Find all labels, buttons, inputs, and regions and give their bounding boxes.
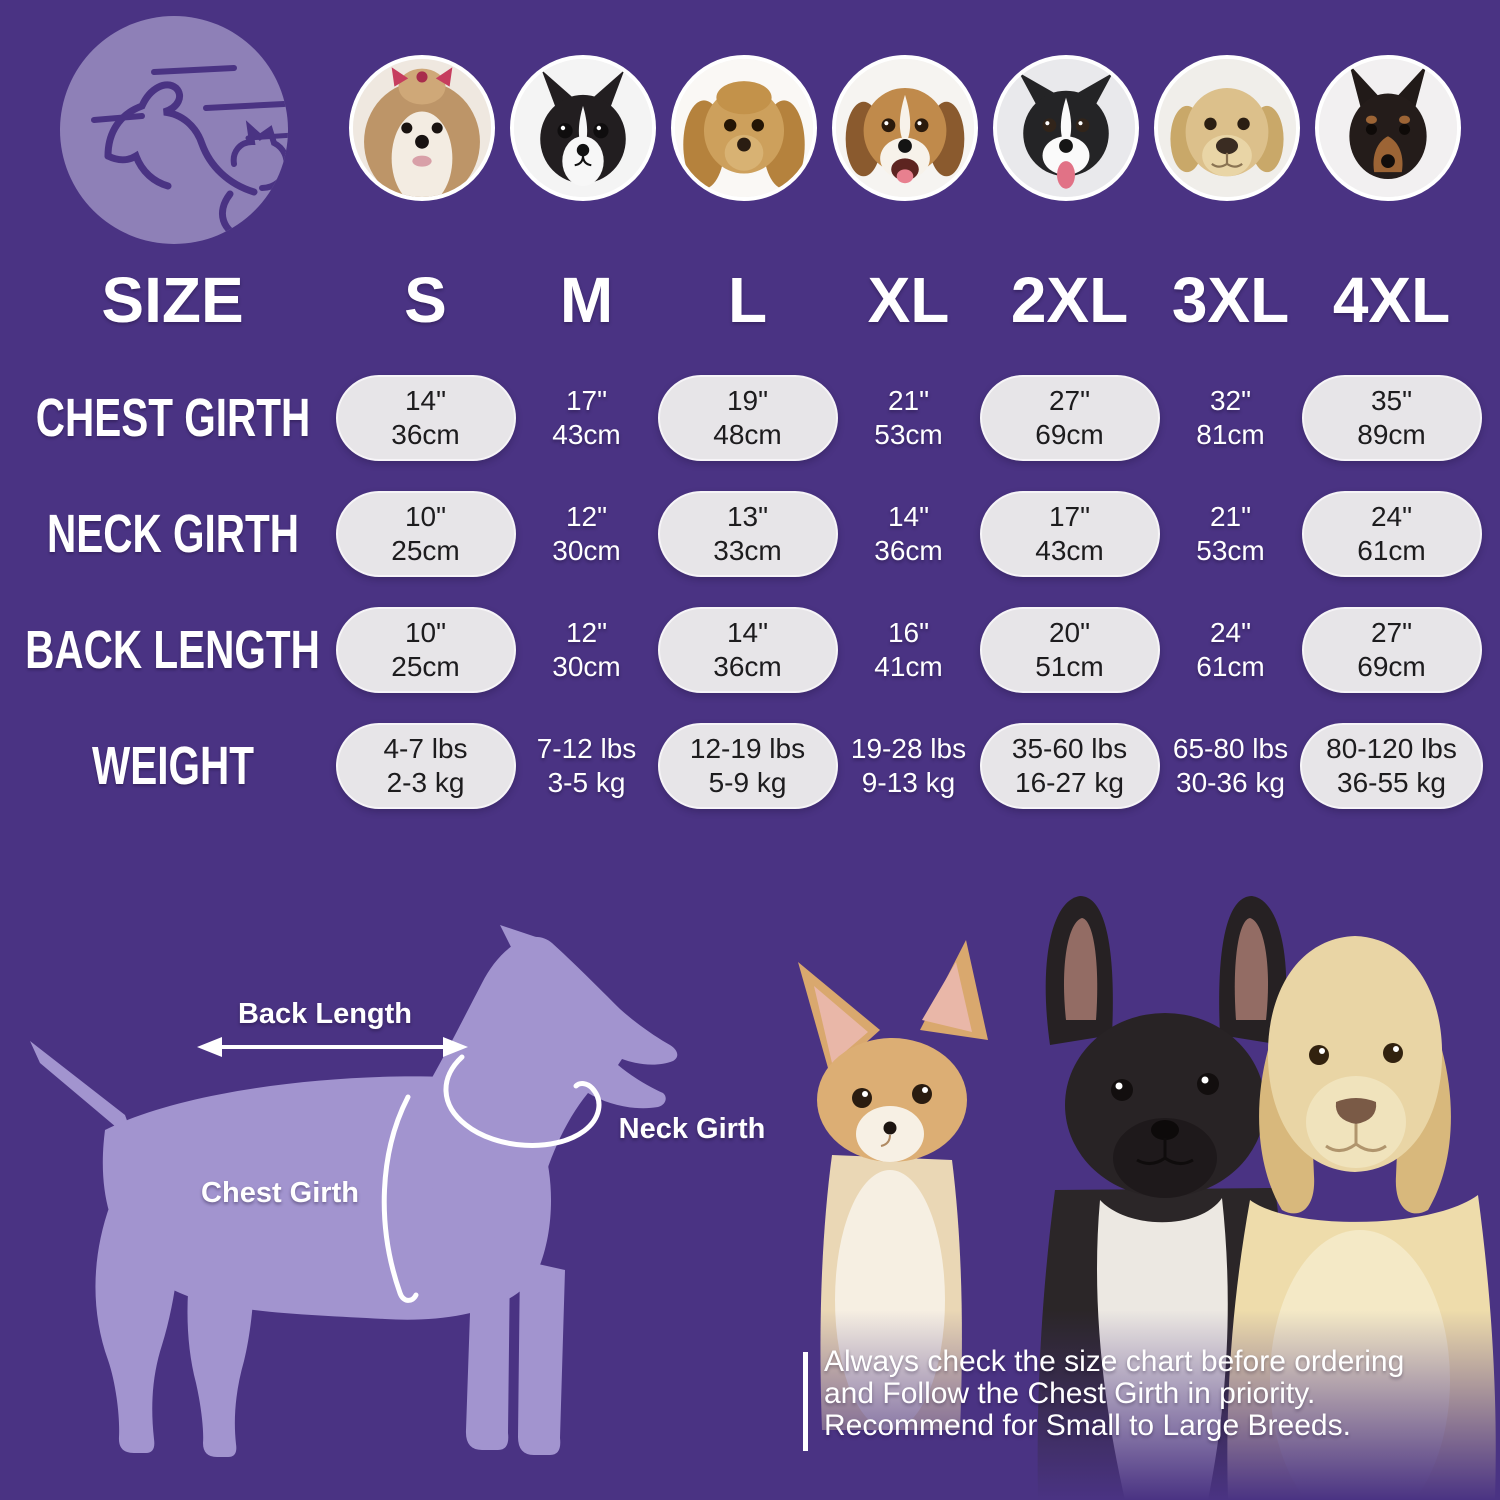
column-header-m: M <box>559 264 614 336</box>
arrowhead-right <box>443 1037 468 1057</box>
chihuahua-frenchbulldog-labrador-photo <box>770 896 1500 1500</box>
cell-weight-3xl: 65-80 lbs 30-36 kg <box>1172 733 1289 798</box>
cell-neck-s: 10" 25cm <box>335 491 516 577</box>
cell-weight-s: 4-7 lbs 2-3 kg <box>335 723 516 809</box>
cell-weight-4xl: 80-120 lbs 36-55 kg <box>1300 723 1483 809</box>
dog-silhouette-rear-leg <box>95 1205 180 1453</box>
cell-neck-m: 12" 30cm <box>552 501 621 566</box>
cell-weight-m: 7-12 lbs 3-5 kg <box>536 733 637 798</box>
boston-terrier-photo-icon <box>510 55 656 201</box>
dog-silhouette-ear <box>500 925 536 953</box>
note-line: and Follow the Chest Girth in priority. <box>824 1377 1316 1410</box>
column-header-xl: XL <box>867 264 950 336</box>
cell-weight-l: 12-19 lbs 5-9 kg <box>657 723 838 809</box>
note-accent-bar <box>803 1352 808 1451</box>
row-label-neck-girth: NECK GIRTH <box>46 504 299 564</box>
size-header: SIZE <box>101 264 244 336</box>
arrowhead-left <box>197 1037 222 1057</box>
cell-chest-l: 19" 48cm <box>657 375 838 461</box>
dog-silhouette-front-leg <box>465 1255 510 1450</box>
cell-back-l: 14" 36cm <box>657 607 838 693</box>
neck-girth-label: Neck Girth <box>618 1113 766 1145</box>
dog-measurement-diagram <box>30 925 678 1457</box>
cell-back-m: 12" 30cm <box>552 617 621 682</box>
cell-chest-s: 14" 36cm <box>335 375 516 461</box>
cocker-spaniel-photo-icon <box>671 55 817 201</box>
row-label-back-length: BACK LENGTH <box>25 620 320 680</box>
neck-girth-curve <box>443 1054 602 1148</box>
cell-back-xl: 16" 41cm <box>874 617 943 682</box>
column-header-l: L <box>727 264 768 336</box>
back-length-label: Back Length <box>237 998 413 1030</box>
row-label-weight: WEIGHT <box>91 736 254 796</box>
doberman-photo-icon <box>1315 55 1461 201</box>
cell-neck-l: 13" 33cm <box>657 491 838 577</box>
row-label-chest-girth: CHEST GIRTH <box>35 388 310 448</box>
column-header-s: S <box>404 264 447 336</box>
cell-back-2xl: 20" 51cm <box>979 607 1160 693</box>
cell-neck-2xl: 17" 43cm <box>979 491 1160 577</box>
cell-chest-4xl: 35" 89cm <box>1301 375 1482 461</box>
labrador-photo-icon <box>1154 55 1300 201</box>
cell-back-3xl: 24" 61cm <box>1196 617 1265 682</box>
dog-silhouette-front-leg <box>518 1260 565 1455</box>
chest-girth-label: Chest Girth <box>201 1177 359 1209</box>
column-header-2xl: 2XL <box>1010 264 1129 336</box>
dog-silhouette-head <box>410 936 678 1247</box>
dog-silhouette-tail <box>30 1041 135 1143</box>
column-header-4xl: 4XL <box>1332 264 1451 336</box>
cell-chest-2xl: 27" 69cm <box>979 375 1160 461</box>
cell-neck-xl: 14" 36cm <box>874 501 943 566</box>
shih-tzu-photo-icon <box>349 55 495 201</box>
size-table: SIZE S M L XL 2XL 3XL 4XL CHEST GIRTH 14… <box>0 240 1483 824</box>
beagle-photo-icon <box>832 55 978 201</box>
note-block: Always check the size chart before order… <box>803 1346 1404 1451</box>
cell-back-4xl: 27" 69cm <box>1301 607 1482 693</box>
cell-weight-xl: 19-28 lbs 9-13 kg <box>850 733 967 798</box>
cell-chest-3xl: 32" 81cm <box>1196 385 1265 450</box>
note-line: Recommend for Small to Large Breeds. <box>824 1409 1351 1442</box>
chest-girth-curve <box>381 1094 419 1303</box>
cell-neck-3xl: 21" 53cm <box>1196 501 1265 566</box>
cell-chest-xl: 21" 53cm <box>874 385 943 450</box>
cell-neck-4xl: 24" 61cm <box>1301 491 1482 577</box>
cell-chest-m: 17" 43cm <box>552 385 621 450</box>
cell-weight-2xl: 35-60 lbs 16-27 kg <box>979 723 1160 809</box>
note-line: Always check the size chart before order… <box>824 1345 1405 1378</box>
note-text: Always check the size chart before order… <box>824 1346 1404 1451</box>
border-collie-photo-icon <box>993 55 1139 201</box>
cell-back-s: 10" 25cm <box>335 607 516 693</box>
dog-cat-logo-icon <box>60 16 288 244</box>
dog-silhouette-rear-leg <box>187 1255 254 1457</box>
column-header-3xl: 3XL <box>1171 264 1290 336</box>
